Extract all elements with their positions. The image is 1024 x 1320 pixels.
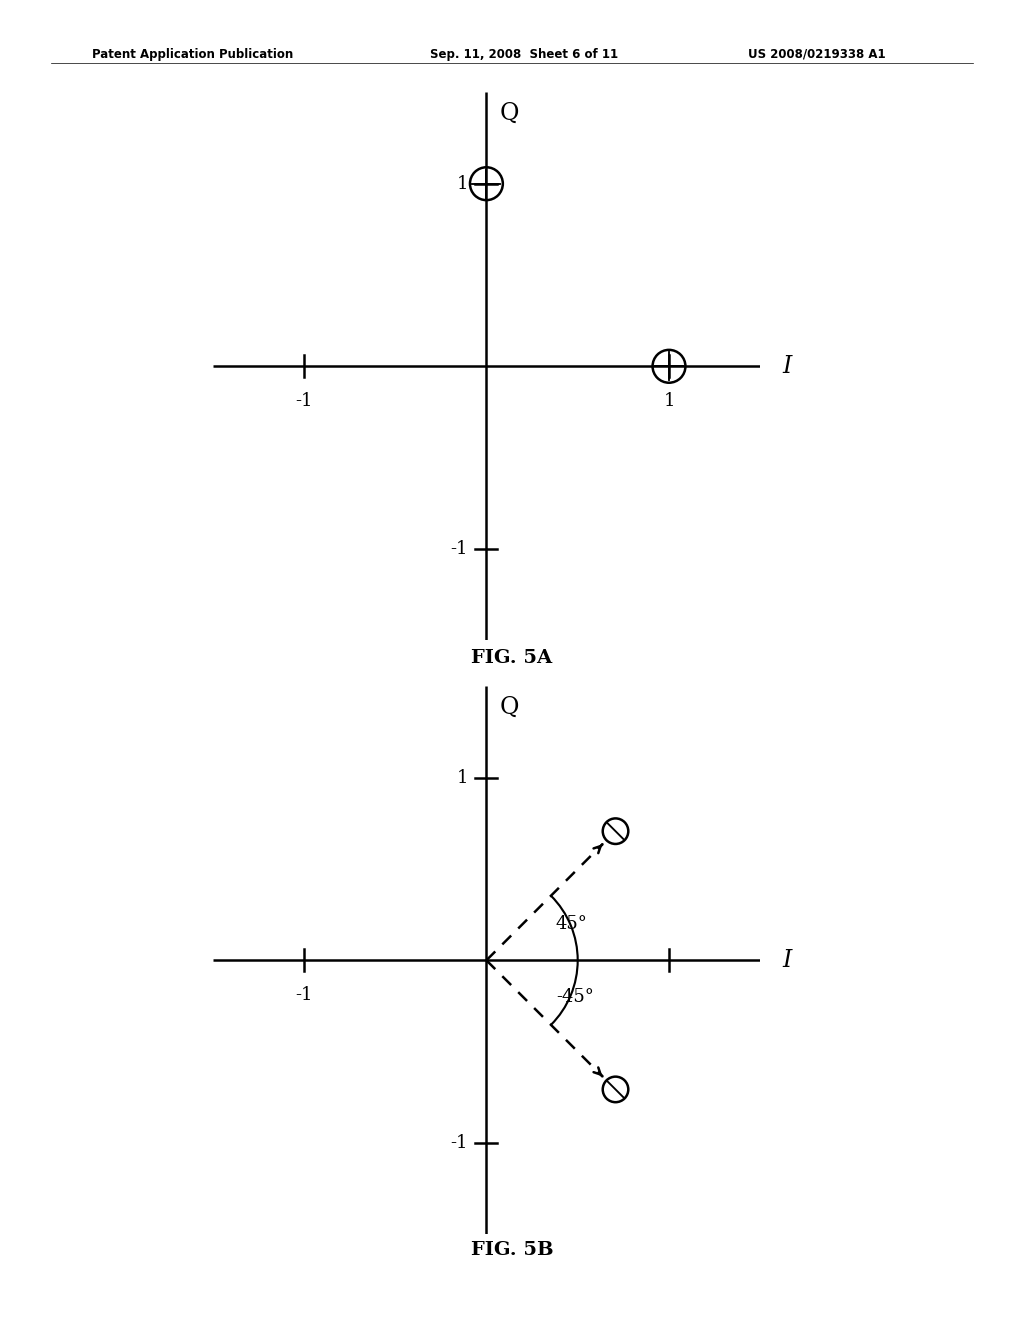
Text: Q: Q	[499, 102, 519, 124]
Text: FIG. 5A: FIG. 5A	[471, 649, 553, 668]
Text: 1: 1	[664, 392, 675, 411]
Text: FIG. 5B: FIG. 5B	[471, 1241, 553, 1259]
Text: -1: -1	[451, 540, 468, 558]
Text: -1: -1	[451, 1134, 468, 1152]
Text: Q: Q	[499, 696, 519, 718]
Text: Sep. 11, 2008  Sheet 6 of 11: Sep. 11, 2008 Sheet 6 of 11	[430, 48, 618, 61]
Text: -1: -1	[295, 986, 312, 1005]
Text: US 2008/0219338 A1: US 2008/0219338 A1	[748, 48, 885, 61]
Text: Patent Application Publication: Patent Application Publication	[92, 48, 294, 61]
Text: 45°: 45°	[556, 915, 588, 933]
Text: I: I	[782, 355, 792, 378]
Text: -1: -1	[295, 392, 312, 411]
Text: 1: 1	[457, 768, 468, 787]
Text: I: I	[782, 949, 792, 972]
Text: 1: 1	[457, 174, 468, 193]
Text: -45°: -45°	[556, 987, 594, 1006]
